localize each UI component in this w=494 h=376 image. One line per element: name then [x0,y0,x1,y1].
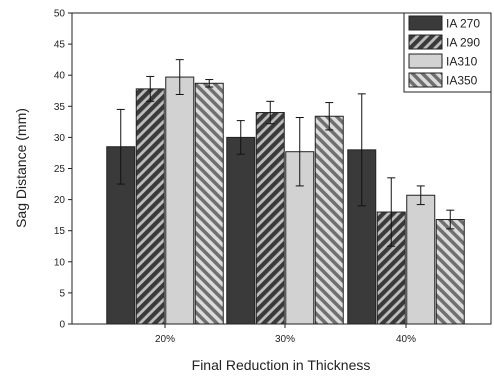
legend-label: IA 290 [446,36,480,50]
bar [165,76,195,325]
y-tick-label: 30 [54,133,66,144]
legend-swatch [408,53,443,69]
bar [406,194,436,325]
y-tick-label: 35 [54,102,66,113]
x-axis-title: Final Reduction in Thickness [192,357,371,373]
y-tick-label: 15 [54,226,66,237]
y-tick-label: 10 [54,257,66,268]
bar [135,88,165,325]
y-tick-label: 45 [54,40,66,51]
legend-swatch [408,15,443,31]
legend-label: IA350 [446,74,478,88]
x-tick-label: 20% [155,334,175,345]
y-tick-label: 25 [54,164,66,175]
y-tick-label: 40 [54,71,66,82]
y-tick-label: 0 [59,320,65,331]
legend-label: IA310 [446,55,478,69]
legend-swatch [408,72,443,88]
x-tick-label: 30% [275,334,295,345]
bar [226,136,256,325]
bar [435,219,465,325]
bar [194,82,224,325]
y-tick-label: 5 [59,288,65,299]
y-tick-label: 50 [54,9,66,20]
x-tick-label: 40% [396,334,416,345]
bar [314,115,344,325]
legend-swatch [408,34,443,50]
y-axis-title: Sag Distance (mm) [13,108,29,228]
y-tick-label: 20 [54,195,66,206]
legend: IA 270 IA 290 IA310 IA350 [403,12,492,93]
bar [255,112,285,325]
legend-label: IA 270 [446,17,480,31]
